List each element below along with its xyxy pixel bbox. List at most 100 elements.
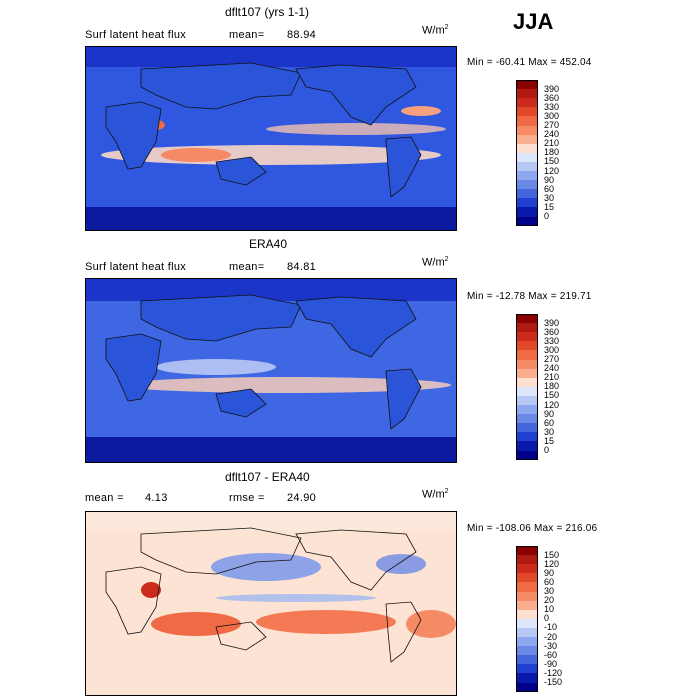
colorbar-swatch: [516, 395, 538, 406]
colorbar-tick-label: 180: [544, 147, 560, 158]
colorbar-tick-label: 150: [544, 390, 560, 401]
colorbar-tick-label: 150: [544, 156, 560, 167]
panel-2-title: ERA40: [249, 237, 288, 251]
colorbar-tick-label: 300: [544, 110, 560, 121]
panel-2-minmax: Min = -12.78 Max = 219.71: [467, 291, 592, 302]
panel-2-mean-label: mean=: [229, 261, 265, 273]
colorbar-tick-label: 180: [544, 381, 560, 392]
equatorial-negative: [216, 594, 376, 602]
colorbar-swatch: [516, 423, 538, 433]
colorbar-tick-label: -20: [544, 631, 558, 642]
colorbar-tick-label: 20: [544, 595, 555, 606]
colorbar-swatch: [516, 216, 538, 227]
colorbar-swatch: [516, 134, 538, 145]
colorbar-tick-label: 360: [544, 326, 560, 337]
colorbar-swatch: [516, 682, 538, 693]
colorbar-swatch: [516, 314, 538, 324]
colorbar-swatch: [516, 323, 538, 333]
colorbar-tick-label: 90: [544, 567, 555, 578]
colorbar-swatch: [516, 198, 538, 208]
panel-1-mean-label: mean=: [229, 29, 265, 41]
panel-2-unit: W/m2: [422, 256, 449, 269]
colorbar-swatch: [516, 405, 538, 415]
north-pacific-negative: [211, 553, 321, 581]
colorbar-swatch: [516, 171, 538, 181]
trade-wind-band-north: [266, 123, 446, 135]
continents: [105, 294, 422, 430]
colorbar-tick-label: 10: [544, 604, 555, 615]
north-atlantic-negative: [376, 554, 426, 574]
colorbar-swatch: [516, 350, 538, 360]
colorbar-swatch: [516, 655, 538, 665]
indian-ocean-high: [161, 148, 231, 162]
panel-3-unit: W/m2: [422, 488, 449, 501]
colorbar-swatch: [516, 646, 538, 656]
colorbar-swatch: [516, 125, 538, 136]
panel-2-mean-value: 84.81: [287, 261, 317, 273]
colorbar-tick-label: 240: [544, 363, 560, 374]
colorbar-swatch: [516, 89, 538, 99]
continents: [105, 527, 422, 663]
colorbar-swatch: [516, 332, 538, 342]
panel-1-map: [85, 46, 457, 231]
panel-3-map-svg: [86, 512, 456, 695]
colorbar-tick-label: 60: [544, 417, 555, 428]
panel-3-title: dflt107 - ERA40: [225, 470, 310, 484]
indian-ocean-positive: [151, 612, 241, 636]
colorbar-tick-label: 330: [544, 101, 560, 112]
colorbar-tick-label: 240: [544, 129, 560, 140]
colorbar-tick-label: 120: [544, 165, 560, 176]
continents: [105, 62, 422, 198]
colorbar-tick-label: 210: [544, 138, 560, 149]
colorbar-tick-label: -150: [544, 677, 563, 687]
colorbar-tick-label: 0: [544, 445, 550, 455]
panel-3-rmse-value: 24.90: [287, 492, 317, 504]
colorbar-tick-label: 330: [544, 335, 560, 346]
panel-3-rmse-label: rmse =: [229, 492, 265, 504]
colorbar-tick-label: 0: [544, 211, 550, 221]
colorbar-swatch: [516, 546, 538, 556]
colorbar-swatch: [516, 107, 538, 117]
colorbar-swatch: [516, 637, 538, 647]
colorbar-tick-label: -120: [544, 667, 563, 678]
panel-3-mean-value: 4.13: [145, 492, 168, 504]
colorbar-tick-label: 15: [544, 435, 555, 446]
colorbar-swatch: [516, 618, 538, 629]
colorbar-tick-label: 0: [544, 613, 550, 624]
panel-3-mean-label: mean =: [85, 492, 124, 504]
colorbar-swatch: [516, 180, 538, 190]
colorbar-tick-label: 270: [544, 120, 560, 130]
colorbar-tick-label: 270: [544, 354, 560, 364]
arctic-band: [86, 512, 456, 530]
colorbar-swatch: [516, 591, 538, 602]
gulf-stream-high: [401, 106, 441, 116]
colorbar-swatch: [516, 80, 538, 90]
background-fill: [86, 512, 456, 695]
colorbar-tick-label: 120: [544, 399, 560, 410]
panel-3-minmax: Min = -108.06 Max = 216.06: [467, 523, 598, 534]
colorbar-tick-label: -10: [544, 622, 558, 633]
south-pacific-positive: [256, 610, 396, 634]
colorbar-tick-label: 210: [544, 372, 560, 383]
colorbar-tick-label: -30: [544, 640, 558, 651]
colorbar-swatch: [516, 432, 538, 442]
trade-wind-band-south: [121, 377, 451, 393]
colorbar-swatch: [516, 573, 538, 583]
colorbar-tick-label: 30: [544, 192, 555, 203]
subtropical-band: [156, 359, 276, 375]
colorbar-swatch: [516, 609, 538, 620]
colorbar-swatch: [516, 386, 538, 397]
panel-1-unit: W/m2: [422, 24, 449, 37]
colorbar-tick-label: 300: [544, 344, 560, 355]
colorbar-swatch: [516, 189, 538, 199]
colorbar-swatch: [516, 555, 538, 565]
panel-2-map: [85, 278, 457, 463]
colorbar-swatch: [516, 98, 538, 108]
colorbar-tick-label: 15: [544, 201, 555, 212]
colorbar-swatch: [516, 664, 538, 674]
colorbar-swatch: [516, 600, 538, 611]
colorbar-swatch: [516, 161, 538, 172]
colorbar-tick-label: -60: [544, 649, 558, 660]
panel-1-minmax: Min = -60.41 Max = 452.04: [467, 57, 592, 68]
colorbar-tick-label: 390: [544, 83, 560, 94]
